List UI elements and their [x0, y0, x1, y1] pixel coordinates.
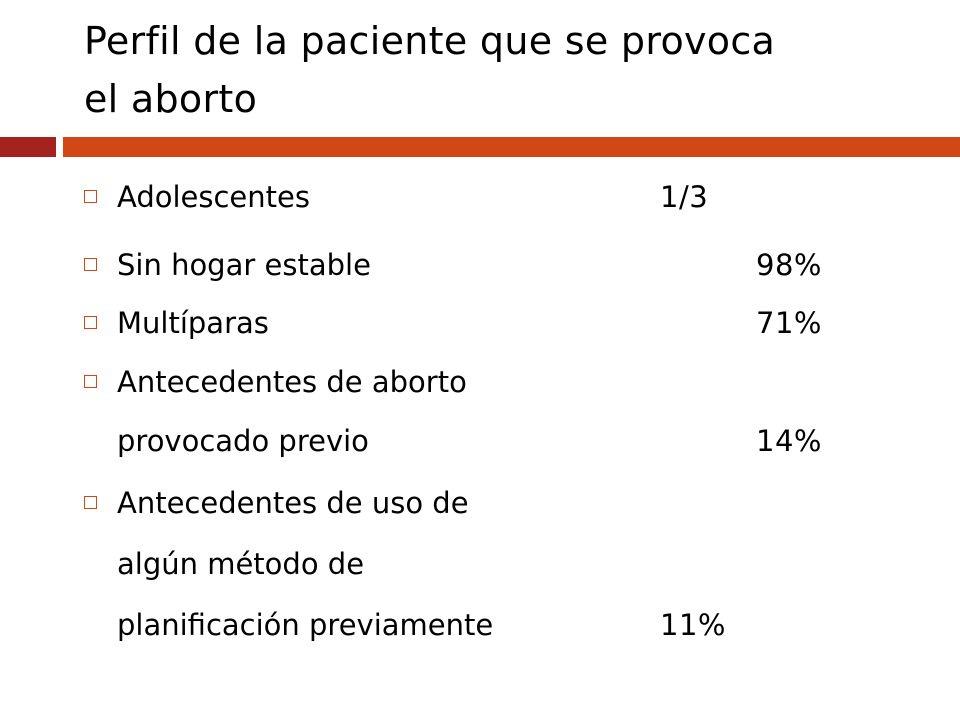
slide-title: Perfil de la paciente que se provoca el … — [84, 12, 924, 128]
bullet-line: Antecedentes de uso de — [0, 472, 960, 534]
accent-bar-right — [63, 137, 960, 157]
bullet-value: 14% — [756, 424, 822, 458]
square-bullet-icon — [84, 375, 97, 388]
bullet-label: Antecedentes de aborto — [117, 365, 467, 399]
slide-title-line-2: el aborto — [84, 77, 258, 121]
bullet-label-continuation: planificación previamente — [117, 608, 494, 642]
bullet-label-continuation: provocado previo — [117, 424, 369, 458]
accent-bar-left — [0, 137, 56, 157]
bullet-line: Adolescentes 1/3 — [0, 166, 960, 228]
bullet-label: Sin hogar estable — [117, 248, 371, 282]
bullet-line: Sin hogar estable 98% — [0, 234, 960, 296]
bullet-label: Antecedentes de uso de — [117, 486, 469, 520]
bullet-value: 11% — [660, 608, 726, 642]
slide-title-line-1: Perfil de la paciente que se provoca — [84, 19, 776, 63]
square-bullet-icon — [84, 258, 97, 271]
bullet-line: provocado previo 14% — [0, 410, 960, 472]
bullet-value: 98% — [756, 248, 822, 282]
bullet-line: planificación previamente 11% — [0, 594, 960, 656]
bullet-label-continuation: algún método de — [117, 547, 365, 581]
square-bullet-icon — [84, 496, 97, 509]
bullet-line: algún método de — [0, 533, 960, 595]
bullet-value: 1/3 — [660, 180, 709, 214]
bullet-line: Multíparas 71% — [0, 292, 960, 354]
bullet-label: Multíparas — [117, 306, 269, 340]
bullet-line: Antecedentes de aborto — [0, 351, 960, 413]
bullet-value: 71% — [756, 306, 822, 340]
square-bullet-icon — [84, 190, 97, 203]
bullet-label: Adolescentes — [117, 180, 310, 214]
square-bullet-icon — [84, 316, 97, 329]
